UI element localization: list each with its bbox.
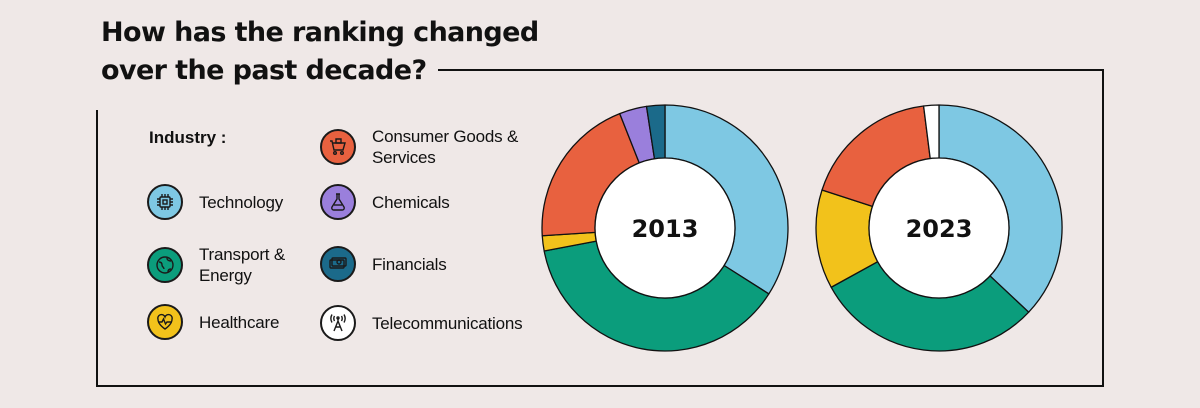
legend-item-chemicals: Chemicals — [320, 184, 450, 220]
legend-label: Financials — [372, 254, 447, 274]
heartbeat-icon — [147, 304, 183, 340]
donut-hole — [594, 157, 736, 299]
frame-right-border — [1102, 69, 1104, 387]
flask-icon — [320, 184, 356, 220]
frame-left-border — [96, 110, 98, 387]
legend-label: Chemicals — [372, 192, 450, 212]
legend-item-transport-energy: Transport & Energy — [147, 244, 285, 286]
frame-bottom-border — [96, 385, 1104, 387]
donut-chart-2013: 2013 — [541, 104, 789, 352]
legend-item-technology: Technology — [147, 184, 283, 220]
legend-label: Technology — [199, 192, 284, 212]
chart-title: How has the ranking changed over the pas… — [101, 17, 539, 86]
chip-icon — [147, 184, 183, 220]
legend-item-financials: Financials — [320, 246, 447, 282]
antenna-icon — [320, 305, 356, 341]
legend-label: Consumer Goods & Services — [372, 127, 519, 167]
legend-label: Transport & Energy — [199, 245, 285, 285]
legend-title: Industry : — [149, 128, 227, 147]
donut-center-label: 2013 — [632, 215, 699, 243]
donut-hole — [868, 157, 1010, 299]
frame-top-border — [438, 69, 1104, 71]
legend-item-telecommunications: Telecommunications — [320, 305, 523, 341]
money-icon — [320, 246, 356, 282]
legend-label: Telecommunications — [372, 313, 523, 333]
donut-center-label: 2023 — [906, 215, 973, 243]
legend-item-healthcare: Healthcare — [147, 304, 279, 340]
donut-chart-2023: 2023 — [815, 104, 1063, 352]
globe-icon — [147, 247, 183, 283]
legend-label: Healthcare — [199, 312, 280, 332]
shopping-cart-icon — [320, 129, 356, 165]
legend-item-consumer-goods: Consumer Goods & Services — [320, 126, 518, 168]
